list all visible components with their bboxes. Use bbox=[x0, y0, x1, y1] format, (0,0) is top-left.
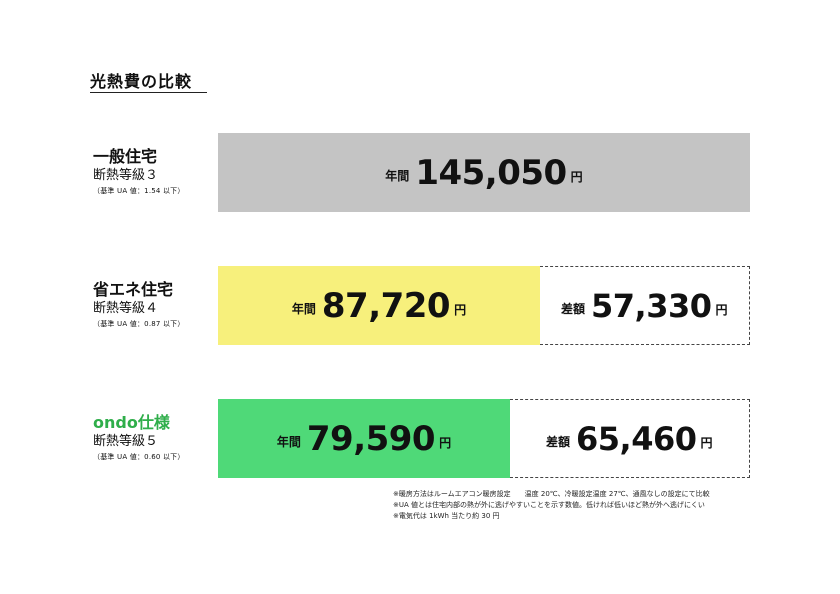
diff-box-ondo: 差額 65,460 円 bbox=[510, 399, 750, 478]
bar-ondo: 年間 79,590 円 bbox=[218, 399, 510, 478]
row-grade: 断熱等級３ bbox=[93, 168, 159, 183]
title-underline bbox=[90, 92, 207, 93]
bar-value: 145,050 bbox=[415, 152, 567, 193]
unit-label: 円 bbox=[715, 303, 728, 317]
diff-box-energy-saving: 差額 57,330 円 bbox=[540, 266, 750, 345]
row-ua: （基準 UA 値：0.87 以下） bbox=[93, 320, 185, 328]
bar-value: 87,720 bbox=[321, 285, 451, 326]
bar-general: 年間 145,050 円 bbox=[218, 133, 750, 212]
row-name: ondo仕様 bbox=[93, 413, 170, 432]
footnote: ※暖房方法はルームエアコン暖房設定 温度 20℃、冷暖設定温度 27℃、通風なし… bbox=[393, 490, 710, 498]
footnote: ※電気代は 1kWh 当たり約 30 円 bbox=[393, 512, 500, 520]
row-ua: （基準 UA 値：0.60 以下） bbox=[93, 453, 185, 461]
row-label-ondo: ondo仕様 断熱等級５ （基準 UA 値：0.60 以下） bbox=[93, 414, 185, 462]
row-grade: 断熱等級４ bbox=[93, 301, 159, 316]
row-name: 省エネ住宅 bbox=[93, 280, 174, 299]
footnote: ※UA 値とは住宅内部の熱が外に逃げやすいことを示す数値。低ければ低いほど熱が外… bbox=[393, 501, 705, 509]
bar-energy-saving: 年間 87,720 円 bbox=[218, 266, 540, 345]
row-ua: （基準 UA 値：1.54 以下） bbox=[93, 187, 185, 195]
diff-label: 差額 bbox=[560, 302, 585, 316]
row-grade: 断熱等級５ bbox=[93, 434, 159, 449]
diff-value: 57,330 bbox=[591, 286, 712, 325]
row-label-energy-saving: 省エネ住宅 断熱等級４ （基準 UA 値：0.87 以下） bbox=[93, 281, 185, 329]
row-name: 一般住宅 bbox=[93, 147, 158, 166]
unit-label: 円 bbox=[700, 436, 713, 450]
period-label: 年間 bbox=[291, 302, 316, 316]
diff-value: 65,460 bbox=[576, 419, 697, 458]
bar-value: 79,590 bbox=[306, 418, 436, 459]
unit-label: 円 bbox=[454, 303, 467, 317]
row-label-general: 一般住宅 断熱等級３ （基準 UA 値：1.54 以下） bbox=[93, 148, 185, 196]
period-label: 年間 bbox=[385, 169, 410, 183]
footnotes: ※暖房方法はルームエアコン暖房設定 温度 20℃、冷暖設定温度 27℃、通風なし… bbox=[393, 489, 710, 522]
diff-label: 差額 bbox=[545, 435, 570, 449]
unit-label: 円 bbox=[570, 170, 583, 184]
page-title: 光熱費の比較 bbox=[90, 72, 193, 91]
period-label: 年間 bbox=[276, 435, 301, 449]
unit-label: 円 bbox=[439, 436, 452, 450]
